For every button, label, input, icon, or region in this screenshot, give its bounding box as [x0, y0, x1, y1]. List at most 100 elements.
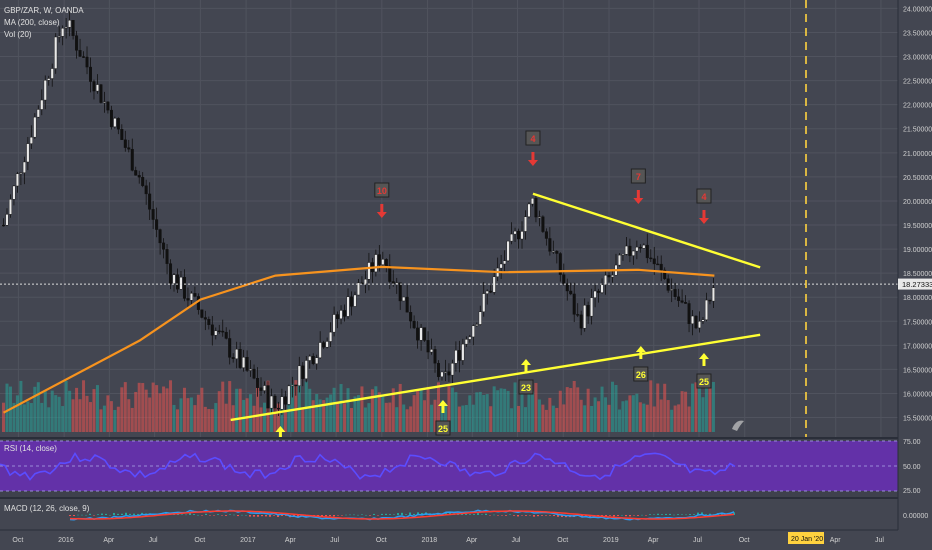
price-tick-label: 24.00000 [903, 6, 932, 13]
price-tick-label: 16.50000 [903, 367, 932, 374]
volume-bar [169, 380, 173, 432]
volume-bar [565, 387, 569, 432]
volume-bar [604, 397, 608, 432]
volume-bar [684, 391, 688, 432]
macd-hist-bar [241, 514, 243, 516]
candle-body [40, 99, 44, 110]
macd-legend[interactable]: MACD (12, 26, close, 9) [4, 504, 90, 513]
volume-bar [600, 386, 604, 432]
volume-bar [621, 401, 625, 432]
time-axis[interactable] [0, 530, 932, 550]
candle-body [461, 343, 465, 361]
volume-bar [419, 390, 423, 432]
candle-body [499, 263, 503, 269]
macd-hist-bar [349, 514, 351, 516]
volume-bar [130, 407, 134, 432]
macd-hist-bar [497, 515, 499, 516]
volume-bar [134, 391, 138, 432]
candle-body [433, 349, 437, 364]
volume-bar [510, 408, 514, 432]
candle-body [409, 312, 413, 322]
last-price-badge [898, 278, 932, 290]
volume-bar [356, 395, 360, 432]
volume-bar [513, 382, 517, 432]
macd-hist-bar [73, 515, 75, 517]
top-marker-label: 10 [377, 186, 387, 196]
candle-body [687, 303, 691, 324]
volume-bar [405, 409, 409, 432]
volume-bar [259, 407, 263, 432]
macd-hist-bar [505, 515, 507, 516]
volume-bar [155, 385, 159, 432]
macd-hist-bar [181, 514, 183, 515]
macd-hist-bar [357, 514, 359, 516]
rsi-tick-label: 50.00 [903, 464, 921, 471]
candle-body [489, 290, 493, 293]
vol-legend[interactable]: Vol (20) [4, 30, 32, 39]
volume-bar [496, 390, 500, 432]
candle-body [8, 199, 12, 215]
price-axis[interactable] [898, 0, 932, 530]
candle-body [214, 330, 218, 336]
volume-bar [471, 404, 475, 432]
macd-hist-bar [513, 515, 515, 516]
candle-body [339, 310, 343, 319]
candle-body [576, 314, 580, 316]
candle-body [638, 246, 642, 249]
candle-body [85, 56, 89, 68]
macd-hist-bar [389, 514, 391, 515]
volume-bar [457, 406, 461, 432]
bottom-marker-box [518, 379, 534, 395]
candle-body [151, 209, 155, 220]
macd-hist-bar [537, 515, 539, 517]
macd-hist-bar [333, 515, 335, 517]
candle-body [527, 203, 531, 217]
macd-hist-bar [493, 514, 495, 516]
macd-hist-bar [269, 515, 271, 517]
volume-bar [33, 386, 37, 432]
rsi-legend[interactable]: RSI (14, close) [4, 444, 57, 453]
macd-hist-bar [97, 514, 99, 515]
down-arrow-icon [376, 204, 387, 218]
volume-bar [416, 389, 420, 432]
candle-body [384, 259, 388, 267]
candle-body [287, 385, 291, 405]
candle-body [78, 50, 82, 57]
volume-bar [54, 395, 58, 432]
candle-body [562, 274, 566, 284]
top-marker-label: 4 [530, 134, 535, 144]
macd-hist-bar [381, 513, 383, 515]
macd-hist-bar [629, 515, 631, 517]
candle-body [169, 263, 173, 284]
candle-body [506, 240, 510, 261]
ma-legend[interactable]: MA (200, close) [4, 18, 60, 27]
candle-body [659, 263, 663, 271]
volume-bar [137, 382, 141, 432]
symbol-label[interactable]: GBP/ZAR, W, OANDA [4, 6, 84, 15]
macd-hist-bar [249, 515, 251, 517]
volume-bar [461, 405, 465, 432]
price-tick-label: 20.00000 [903, 199, 932, 206]
macd-hist-bar [125, 512, 127, 515]
time-tick-label: Jul [875, 537, 884, 544]
macd-hist-bar [605, 515, 607, 517]
volume-bar [489, 406, 493, 432]
macd-hist-bar [637, 515, 639, 516]
candle-body [322, 342, 326, 348]
rsi-band [0, 441, 898, 491]
volume-bar [562, 404, 566, 432]
candle-body [391, 281, 395, 285]
candle-body [99, 84, 103, 103]
brush-watermark-icon [732, 420, 744, 431]
volume-bar [628, 395, 632, 432]
candle-body [436, 362, 440, 377]
time-highlight-badge [788, 532, 824, 544]
macd-hist-bar [201, 515, 203, 516]
candle-body [193, 293, 197, 297]
candle-body [656, 263, 660, 266]
candle-body [266, 385, 270, 409]
price-tick-label: 22.50000 [903, 79, 932, 86]
up-arrow-icon [635, 346, 646, 359]
candle-body [273, 395, 277, 409]
